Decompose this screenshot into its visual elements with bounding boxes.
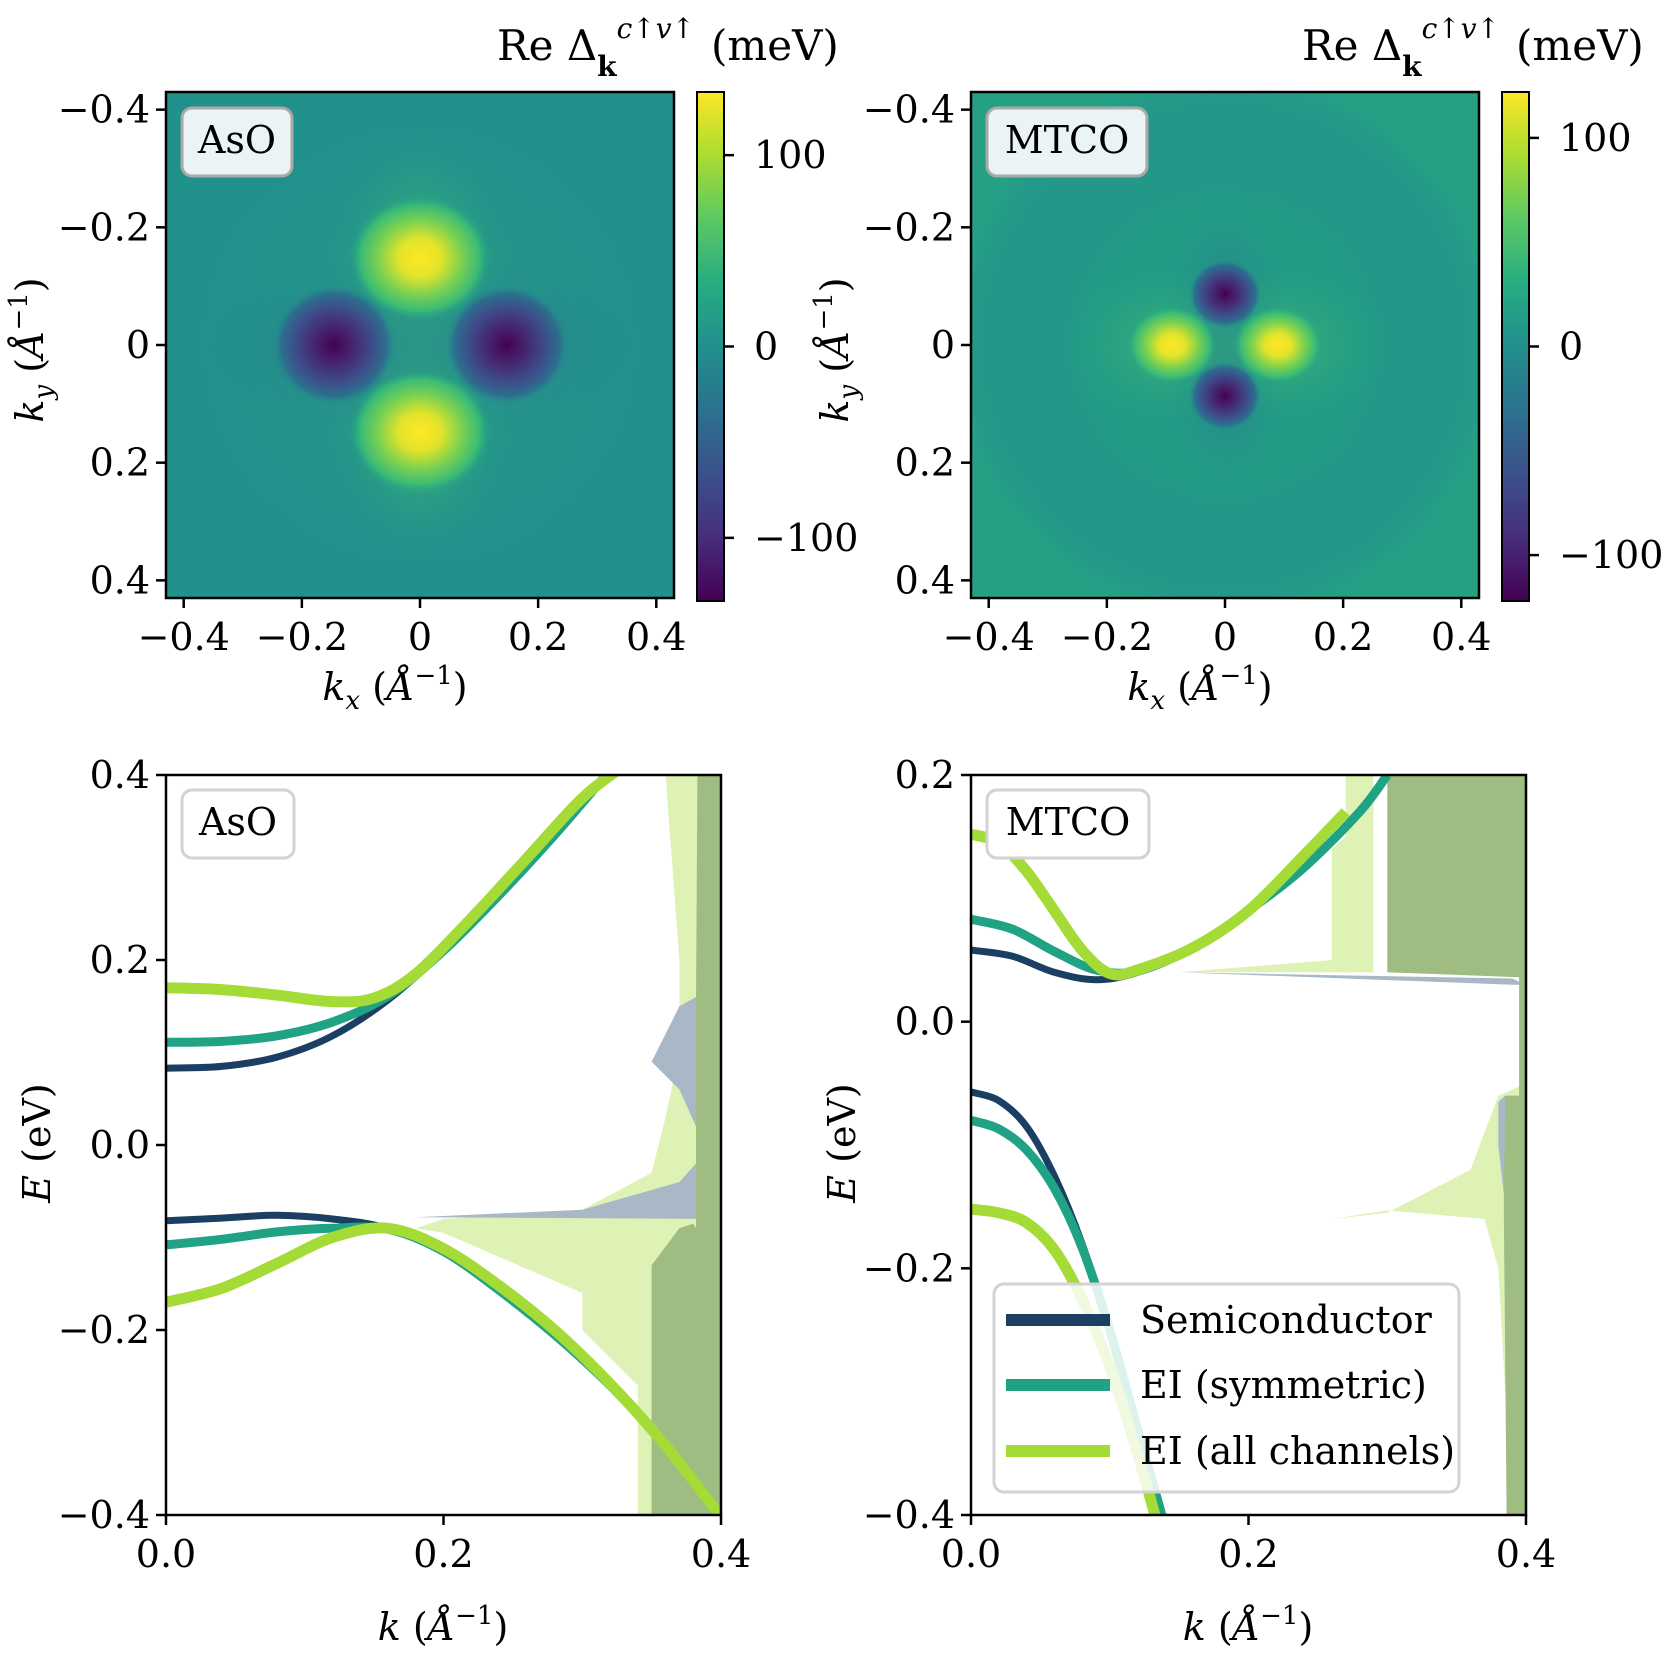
y-tick-label: 0.2 [90, 441, 150, 485]
colorbar-tick-label: −100 [1559, 533, 1661, 577]
heatmap-image-aso [166, 92, 674, 598]
y-tick-label: 0.2 [895, 753, 955, 797]
dos-region-dos-dark-green [1387, 775, 1526, 1515]
x-tick-label: 0.2 [1218, 1532, 1278, 1576]
colorbar-ticks: 100 0 −100 [1529, 116, 1661, 577]
y-tick-label: 0.4 [90, 753, 150, 797]
heatmap-panel-aso: −0.4 −0.2 0 0.2 0.4 −0.4 −0.2 0 0.2 0.4 AsO kx (Å… [4, 12, 858, 716]
band-line-ei-all-conduction [971, 808, 1350, 981]
x-tick-label: −0.4 [138, 615, 230, 659]
y-axis-label: ky (Å−1) [809, 277, 864, 422]
band-panel-aso: 0.0 0.2 0.4 0.4 0.2 0.0 −0.2 −0.4 AsO k (Å−1) E… [15, 753, 751, 1649]
x-tick-label: 0.4 [1496, 1532, 1556, 1576]
heatmap-max-right [1234, 307, 1322, 383]
dos-shading [1179, 775, 1526, 1515]
panel-label-box: MTCO [985, 106, 1149, 178]
x-tick-label: −0.2 [256, 615, 348, 659]
x-axis-label: kx (Å−1) [322, 661, 467, 716]
y-tick-label: 0.0 [895, 1000, 955, 1044]
colorbar [696, 91, 725, 602]
legend-label-ei-all-channels: EI (all channels) [1140, 1429, 1455, 1473]
x-tick-label: 0.0 [136, 1532, 196, 1576]
y-tick-label: −0.2 [863, 1246, 955, 1290]
colorbar-ticks: 100 0 −100 [724, 133, 858, 560]
panel-label: MTCO [1006, 800, 1130, 844]
heatmap-max-left [1128, 307, 1216, 383]
x-axis-label: k (Å−1) [1183, 1601, 1314, 1649]
band-lines [166, 775, 721, 1515]
y-axis-label: ky (Å−1) [4, 277, 59, 422]
y-tick-label: 0 [931, 323, 955, 367]
colorbar-tick-label: 100 [754, 133, 827, 177]
y-tick-label: 0.2 [895, 441, 955, 485]
colorbar-title: Re Δkc↑v↑ (meV) [497, 12, 839, 83]
heatmap-min-right [445, 285, 569, 405]
y-tick-label: 0.4 [90, 558, 150, 602]
x-tick-label: 0 [1213, 615, 1237, 659]
colorbar-title: Re Δkc↑v↑ (meV) [1302, 12, 1644, 83]
panel-label-box: AsO [180, 106, 294, 178]
panel-label: AsO [197, 118, 276, 162]
ticks-br: 0.0 0.2 0.4 0.2 0.0 −0.2 −0.4 [863, 753, 1557, 1576]
dos-region-dos-gray-blue [415, 997, 721, 1219]
x-tick-label: 0.4 [691, 1532, 751, 1576]
x-tick-label: 0.2 [508, 615, 568, 659]
legend-label-semiconductor: Semiconductor [1140, 1298, 1433, 1342]
x-tick-label: 0.0 [941, 1532, 1001, 1576]
y-tick-label: −0.4 [863, 1493, 955, 1537]
x-axis-label: k (Å−1) [378, 1601, 509, 1649]
colorbar-tick-label: 0 [1559, 325, 1583, 369]
x-tick-label: 0 [408, 615, 432, 659]
y-tick-label: 0.0 [90, 1123, 150, 1167]
y-tick-label: 0.4 [895, 558, 955, 602]
ticks-tl: −0.4 −0.2 0 0.2 0.4 −0.4 −0.2 0 0.2 0.4 [58, 88, 687, 659]
dos-region-dos-light-green [415, 775, 721, 1515]
panel-label-box: MTCO [985, 788, 1151, 860]
x-tick-label: 0.2 [413, 1532, 473, 1576]
band-line-ei-all-valence [166, 1222, 721, 1515]
y-tick-label: 0.2 [90, 938, 150, 982]
legend-label-ei-symmetric: EI (symmetric) [1140, 1363, 1427, 1407]
y-tick-label: −0.2 [58, 1308, 150, 1352]
dos-shading [415, 775, 721, 1515]
x-tick-label: 0.4 [1431, 615, 1491, 659]
colorbar [1501, 91, 1530, 602]
y-tick-label: −0.4 [58, 88, 150, 132]
y-tick-label: 0 [126, 323, 150, 367]
x-tick-label: 0.4 [626, 615, 686, 659]
heatmap-max-top [350, 196, 490, 320]
heatmap-max-bottom [350, 370, 490, 494]
legend: Semiconductor EI (symmetric) EI (all cha… [992, 1282, 1461, 1494]
heatmap-min-bottom [1189, 362, 1261, 430]
panel-label-box: AsO [180, 788, 296, 860]
ticks-bl: 0.0 0.2 0.4 0.4 0.2 0.0 −0.2 −0.4 [58, 753, 752, 1576]
colorbar-tick-label: −100 [754, 516, 858, 560]
y-tick-label: −0.2 [863, 205, 955, 249]
y-tick-label: −0.4 [58, 1493, 150, 1537]
heatmap-min-left [272, 285, 396, 405]
panel-label: MTCO [1005, 118, 1129, 162]
heatmap-panel-mtco: −0.4 −0.2 0 0.2 0.4 −0.4 −0.2 0 0.2 0.4 MTCO kx (… [809, 12, 1661, 716]
dos-region-dos-dark-green [651, 775, 721, 1515]
y-axis-label: E (eV) [820, 1083, 864, 1203]
dos-region-dos-light-green [1179, 775, 1526, 1515]
band-line-ei-all-conduction [166, 775, 621, 1008]
band-panel-mtco: 0.0 0.2 0.4 0.2 0.0 −0.2 −0.4 MTCO Semiconduct… [820, 753, 1556, 1649]
colorbar-tick-label: 0 [754, 325, 778, 369]
y-tick-label: −0.2 [58, 205, 150, 249]
ticks-tr: −0.4 −0.2 0 0.2 0.4 −0.4 −0.2 0 0.2 0.4 [863, 88, 1492, 659]
colorbar-tick-label: 100 [1559, 116, 1632, 160]
x-axis-label: kx (Å−1) [1127, 661, 1272, 716]
x-tick-label: 0.2 [1313, 615, 1373, 659]
y-tick-label: −0.4 [863, 88, 955, 132]
panel-label: AsO [198, 800, 277, 844]
y-axis-label: E (eV) [15, 1083, 59, 1203]
heatmap-min-top [1189, 260, 1261, 328]
x-tick-label: −0.2 [1061, 615, 1153, 659]
x-tick-label: −0.4 [943, 615, 1035, 659]
